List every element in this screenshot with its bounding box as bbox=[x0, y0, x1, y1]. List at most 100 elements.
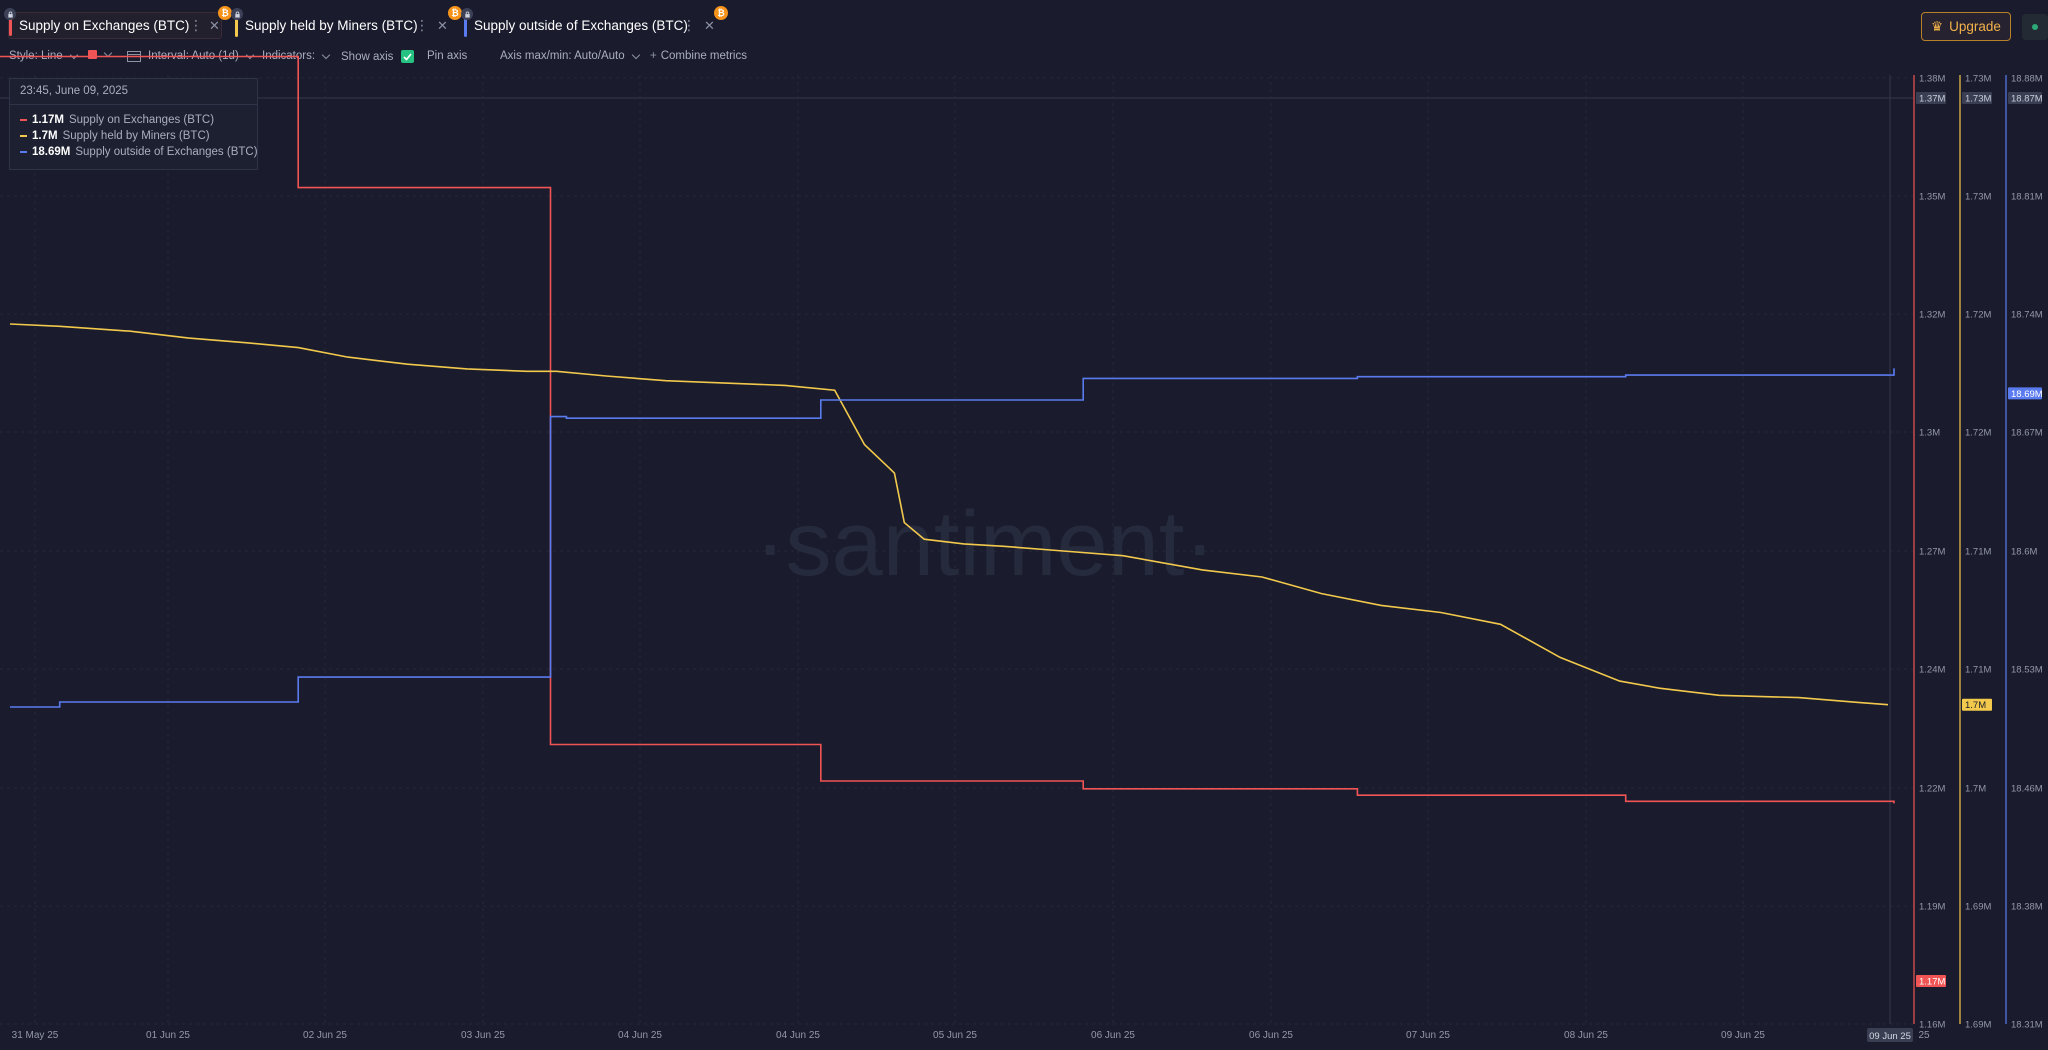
kebab-menu-icon[interactable]: ⋮ bbox=[682, 17, 696, 33]
tab-supply-held-by-miners[interactable]: Supply held by Miners (BTC) ⋮ ✕ bbox=[235, 12, 453, 39]
x-tick-label: 06 Jun 25 bbox=[1249, 1030, 1293, 1041]
x-tick-label: 06 Jun 25 bbox=[1091, 1030, 1135, 1041]
lock-icon bbox=[4, 8, 16, 20]
tab-color-bar bbox=[9, 15, 12, 36]
y-tick-label: 18.6M bbox=[2011, 547, 2037, 558]
legend-swatch bbox=[20, 119, 27, 121]
tab-supply-outside-of-exchanges[interactable]: Supply outside of Exchanges (BTC) ⋮ ✕ bbox=[464, 12, 724, 39]
y-tick-label: 18.81M bbox=[2011, 192, 2043, 203]
combine-metrics-label: Combine metrics bbox=[660, 50, 747, 62]
y-tick-label: 1.72M bbox=[1965, 310, 1991, 321]
y-tick-label: 18.38M bbox=[2011, 902, 2043, 913]
y-tick-label: 18.53M bbox=[2011, 665, 2043, 676]
close-icon[interactable]: ✕ bbox=[437, 17, 448, 33]
legend-swatch bbox=[20, 135, 27, 137]
series-line-supply-outside-of-exchanges-btc- bbox=[10, 368, 1895, 708]
santiment-watermark: ·santiment· bbox=[755, 493, 1215, 595]
chart-tooltip: 23:45, June 09, 2025 1.17M Supply on Exc… bbox=[9, 78, 258, 170]
bitcoin-icon: ₿ bbox=[448, 6, 462, 20]
y-tick-label: 1.69M bbox=[1965, 902, 1991, 913]
tab-color-bar bbox=[235, 14, 238, 37]
y-tick-label: 1.73M bbox=[1965, 192, 1991, 203]
x-tick-label: 02 Jun 25 bbox=[303, 1030, 347, 1041]
y-tick-label: 1.73M bbox=[1965, 74, 1991, 85]
tooltip-label: Supply outside of Exchanges (BTC) bbox=[75, 146, 258, 158]
y-hover-badge bbox=[1962, 92, 1992, 104]
y-hover-label: 1.73M bbox=[1965, 94, 1991, 105]
x-tick-label: 09 Jun 25 bbox=[1721, 1030, 1765, 1041]
color-picker[interactable] bbox=[88, 48, 113, 59]
x-tick-label: 04 Jun 25 bbox=[776, 1030, 820, 1041]
legend-swatch bbox=[20, 151, 27, 153]
bitcoin-icon: ₿ bbox=[714, 6, 728, 20]
x-tick-label: 03 Jun 25 bbox=[461, 1030, 505, 1041]
y-tick-label: 1.19M bbox=[1919, 902, 1945, 913]
tooltip-row: 18.69M Supply outside of Exchanges (BTC) bbox=[20, 146, 258, 158]
status-indicator[interactable] bbox=[2022, 14, 2048, 40]
y-tick-label: 1.35M bbox=[1919, 192, 1945, 203]
close-icon[interactable]: ✕ bbox=[209, 17, 220, 33]
y-tick-label: 18.67M bbox=[2011, 428, 2043, 439]
y-current-label: 18.69M bbox=[2011, 389, 2043, 400]
y-tick-label: 1.22M bbox=[1919, 784, 1945, 795]
x-current-label: 09 Jun 25 bbox=[1869, 1031, 1911, 1042]
checkbox-checked-icon bbox=[401, 50, 415, 63]
x-tick-label: 05 Jun 25 bbox=[933, 1030, 977, 1041]
kebab-menu-icon[interactable]: ⋮ bbox=[189, 17, 203, 33]
chart-series bbox=[0, 55, 1895, 804]
x-tick-label: 31 May 25 bbox=[12, 1030, 59, 1041]
bitcoin-icon: ₿ bbox=[218, 6, 232, 20]
x-tick-label: 04 Jun 25 bbox=[618, 1030, 662, 1041]
y-current-label: 1.17M bbox=[1919, 977, 1945, 988]
y-tick-label: 18.31M bbox=[2011, 1020, 2043, 1031]
y-hover-badge bbox=[2008, 92, 2042, 104]
tooltip-value: 18.69M bbox=[32, 146, 71, 158]
tooltip-label: Supply on Exchanges (BTC) bbox=[68, 114, 215, 126]
tooltip-value: 1.17M bbox=[32, 114, 64, 126]
metric-tabs: Supply on Exchanges (BTC) ⋮ ✕ ₿ Supply h… bbox=[0, 0, 1900, 52]
x-current-badge bbox=[1867, 1028, 1913, 1042]
lock-icon bbox=[231, 8, 243, 20]
tooltip-date: 23:45, June 09, 2025 bbox=[20, 85, 129, 97]
y-tick-label: 1.38M bbox=[1919, 74, 1945, 85]
tab-label: Supply outside of Exchanges (BTC) bbox=[474, 18, 688, 33]
axis-maxmin-dropdown[interactable]: Axis max/min: Auto/Auto bbox=[500, 50, 640, 62]
y-hover-label: 1.37M bbox=[1919, 94, 1945, 105]
show-axis-toggle[interactable]: Show axis bbox=[341, 50, 415, 63]
pin-axis-label: Pin axis bbox=[427, 50, 468, 62]
crown-icon: ♛ bbox=[1931, 18, 1944, 34]
chart-grid bbox=[0, 75, 1913, 1025]
tooltip-divider bbox=[10, 104, 257, 105]
combine-metrics-button[interactable]: + Combine metrics bbox=[650, 50, 747, 62]
tooltip-value: 1.7M bbox=[32, 130, 58, 142]
y-tick-label: 1.7M bbox=[1965, 784, 1986, 795]
y-tick-label: 1.3M bbox=[1919, 428, 1940, 439]
y-tick-label: 1.16M bbox=[1919, 1020, 1945, 1031]
y-tick-label: 1.72M bbox=[1965, 428, 1991, 439]
upgrade-label: Upgrade bbox=[1949, 19, 2001, 34]
lock-icon bbox=[461, 8, 473, 20]
close-icon[interactable]: ✕ bbox=[704, 17, 715, 33]
tooltip-row: 1.7M Supply held by Miners (BTC) bbox=[20, 130, 210, 142]
y-tick-label: 1.24M bbox=[1919, 665, 1945, 676]
y-current-badge bbox=[1962, 698, 1992, 711]
upgrade-button[interactable]: ♛ Upgrade bbox=[1921, 12, 2011, 41]
y-tick-label: 18.46M bbox=[2011, 784, 2043, 795]
pin-axis-toggle[interactable]: Pin axis bbox=[427, 50, 467, 62]
y-tick-label: 18.74M bbox=[2011, 310, 2043, 321]
tab-label: Supply held by Miners (BTC) bbox=[245, 18, 418, 33]
y-current-badge bbox=[1916, 975, 1946, 987]
show-axis-label: Show axis bbox=[341, 50, 394, 63]
y-tick-label: 1.27M bbox=[1919, 547, 1945, 558]
kebab-menu-icon[interactable]: ⋮ bbox=[415, 17, 429, 33]
tab-supply-on-exchanges[interactable]: Supply on Exchanges (BTC) ⋮ ✕ bbox=[8, 12, 222, 39]
y-tick-label: 1.71M bbox=[1965, 665, 1991, 676]
y-tick-label: 1.32M bbox=[1919, 310, 1945, 321]
y-hover-label: 18.87M bbox=[2011, 94, 2043, 105]
y-current-badge bbox=[2008, 387, 2042, 400]
tooltip-row: 1.17M Supply on Exchanges (BTC) bbox=[20, 114, 214, 126]
series-line-supply-held-by-miners-btc- bbox=[9, 323, 1889, 706]
tooltip-label: Supply held by Miners (BTC) bbox=[62, 130, 210, 142]
series-line-supply-on-exchanges-btc- bbox=[0, 55, 1895, 804]
